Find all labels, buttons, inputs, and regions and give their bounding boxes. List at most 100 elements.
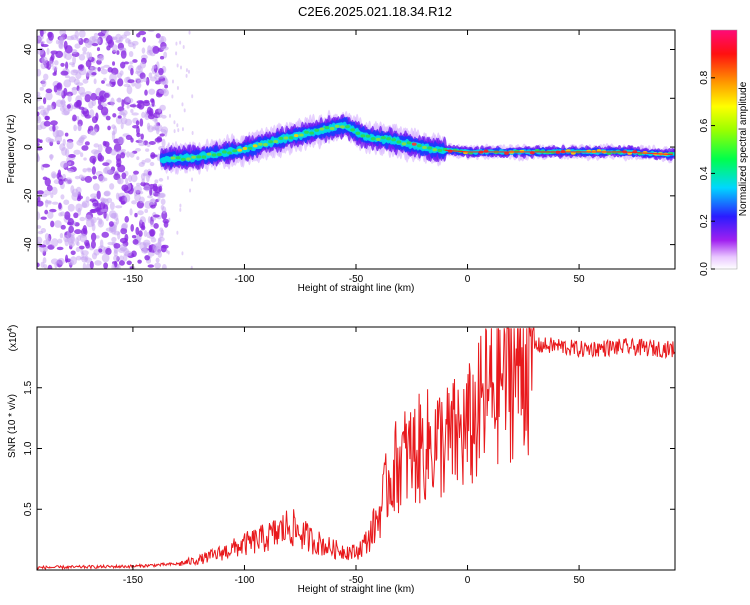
noise-speck (146, 232, 150, 238)
noise-speck (136, 33, 141, 38)
noise-speck (176, 230, 179, 235)
noise-speck (97, 104, 104, 111)
noise-speck (146, 122, 151, 131)
noise-speck (156, 136, 163, 142)
band-core (293, 133, 299, 138)
noise-speck (82, 262, 87, 269)
band-core (345, 125, 350, 129)
band-core (263, 143, 268, 147)
noise-speck (139, 196, 145, 204)
noise-speck (132, 43, 136, 50)
noise-speck (84, 94, 91, 103)
band-core (319, 127, 325, 131)
band-core (191, 155, 197, 159)
noise-speck (75, 255, 82, 261)
noise-speck (156, 153, 161, 161)
noise-speck (43, 107, 49, 115)
noise-speck (155, 33, 161, 39)
noise-speck (134, 81, 142, 90)
noise-speck (106, 45, 111, 51)
noise-speck (153, 214, 160, 218)
colorbar-tick-label: 0.2 (699, 214, 710, 228)
noise-speck (118, 260, 125, 266)
noise-speck (89, 109, 95, 118)
noise-speck (60, 70, 69, 76)
noise-speck (95, 112, 99, 121)
noise-speck (152, 46, 160, 54)
noise-speck (111, 67, 119, 75)
noise-speck (99, 239, 104, 249)
noise-speck (50, 50, 58, 55)
noise-speck (171, 79, 174, 84)
spectrogram-marks (37, 30, 675, 269)
noise-speck (96, 47, 101, 52)
noise-speck (146, 106, 152, 115)
noise-speck (140, 133, 144, 140)
noise-speck (118, 47, 127, 51)
noise-speck (139, 118, 144, 127)
noise-speck (106, 35, 113, 45)
noise-speck (158, 107, 162, 113)
noise-speck (125, 177, 129, 184)
noise-speck (71, 87, 78, 91)
noise-speck (120, 227, 128, 235)
noise-speck (37, 142, 40, 147)
band-peak-line (445, 149, 673, 155)
noise-speck (82, 168, 88, 173)
noise-speck (117, 115, 122, 119)
noise-speck (101, 253, 110, 263)
noise-speck (87, 168, 92, 173)
noise-speck (90, 216, 97, 224)
noise-speck (105, 83, 113, 87)
noise-speck (50, 258, 59, 265)
band-core (278, 136, 284, 141)
noise-speck (73, 149, 81, 155)
spectrogram-x-ticks: -150 -100 -50 0 50 (123, 30, 585, 285)
spectrogram-x-tick-label: 50 (574, 274, 586, 285)
noise-speck (103, 77, 107, 82)
band-core (391, 138, 397, 142)
band-core (334, 124, 340, 128)
noise-speck (179, 65, 182, 70)
noise-speck (40, 261, 45, 268)
noise-speck (132, 239, 139, 245)
noise-speck (50, 120, 58, 126)
noise-speck (162, 264, 167, 269)
noise-speck (109, 73, 117, 83)
noise-speck (69, 256, 77, 266)
noise-speck (67, 168, 75, 173)
band-core (232, 149, 238, 153)
noise-speck (44, 200, 52, 204)
noise-speck (117, 136, 125, 145)
noise-speck (100, 66, 105, 70)
noise-speck (126, 85, 133, 95)
noise-speck (121, 172, 127, 180)
noise-speck (158, 177, 164, 182)
noise-speck (97, 67, 101, 72)
noise-speck (81, 145, 89, 151)
noise-speck (37, 196, 41, 203)
noise-speck (73, 212, 79, 219)
noise-speck (191, 94, 194, 99)
noise-speck (46, 47, 50, 55)
noise-speck (37, 147, 43, 151)
colorbar-tick-label: 0.6 (699, 118, 710, 132)
noise-speck (67, 161, 72, 165)
noise-speck (78, 174, 84, 180)
noise-speck (163, 221, 169, 228)
noise-speck (191, 130, 194, 135)
noise-speck (92, 183, 100, 191)
noise-speck (120, 122, 124, 130)
noise-speck (188, 30, 191, 35)
noise-speck (49, 138, 55, 143)
noise-speck (41, 78, 47, 88)
noise-speck (91, 166, 96, 175)
noise-speck (130, 67, 134, 76)
noise-speck (89, 198, 97, 202)
band-core (396, 140, 402, 144)
noise-speck (94, 260, 102, 266)
noise-speck (69, 241, 75, 247)
snr-series-line (37, 327, 675, 570)
noise-speck (95, 235, 100, 239)
noise-speck (136, 126, 140, 135)
